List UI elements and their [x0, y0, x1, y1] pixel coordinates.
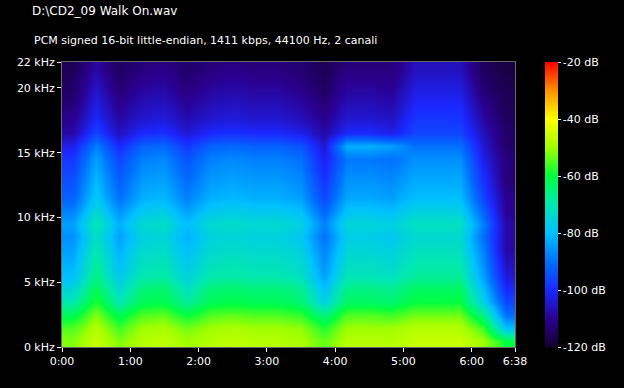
svg-text:6:38: 6:38	[503, 355, 528, 368]
svg-text:2:00: 2:00	[186, 355, 211, 368]
svg-text:5 kHz: 5 kHz	[24, 276, 55, 289]
svg-text:5:00: 5:00	[391, 355, 416, 368]
svg-text:3:00: 3:00	[255, 355, 280, 368]
svg-text:-80 dB: -80 dB	[563, 227, 599, 240]
svg-text:-100 dB: -100 dB	[563, 284, 606, 297]
svg-text:10 kHz: 10 kHz	[17, 211, 55, 224]
svg-text:0:00: 0:00	[50, 355, 75, 368]
svg-text:15 kHz: 15 kHz	[17, 147, 55, 160]
svg-text:PCM signed 16-bit little-endia: PCM signed 16-bit little-endian, 1411 kb…	[34, 34, 377, 47]
svg-text:-60 dB: -60 dB	[563, 170, 599, 183]
svg-text:-120 dB: -120 dB	[563, 341, 606, 354]
svg-text:1:00: 1:00	[118, 355, 143, 368]
svg-text:D:\CD2_09 Walk On.wav: D:\CD2_09 Walk On.wav	[32, 4, 177, 18]
svg-text:-20 dB: -20 dB	[563, 56, 599, 69]
svg-text:22 kHz: 22 kHz	[17, 56, 55, 69]
svg-text:6:00: 6:00	[459, 355, 484, 368]
svg-text:20 kHz: 20 kHz	[17, 82, 55, 95]
svg-text:-40 dB: -40 dB	[563, 113, 599, 126]
svg-text:4:00: 4:00	[323, 355, 348, 368]
svg-text:0 kHz: 0 kHz	[24, 341, 55, 354]
